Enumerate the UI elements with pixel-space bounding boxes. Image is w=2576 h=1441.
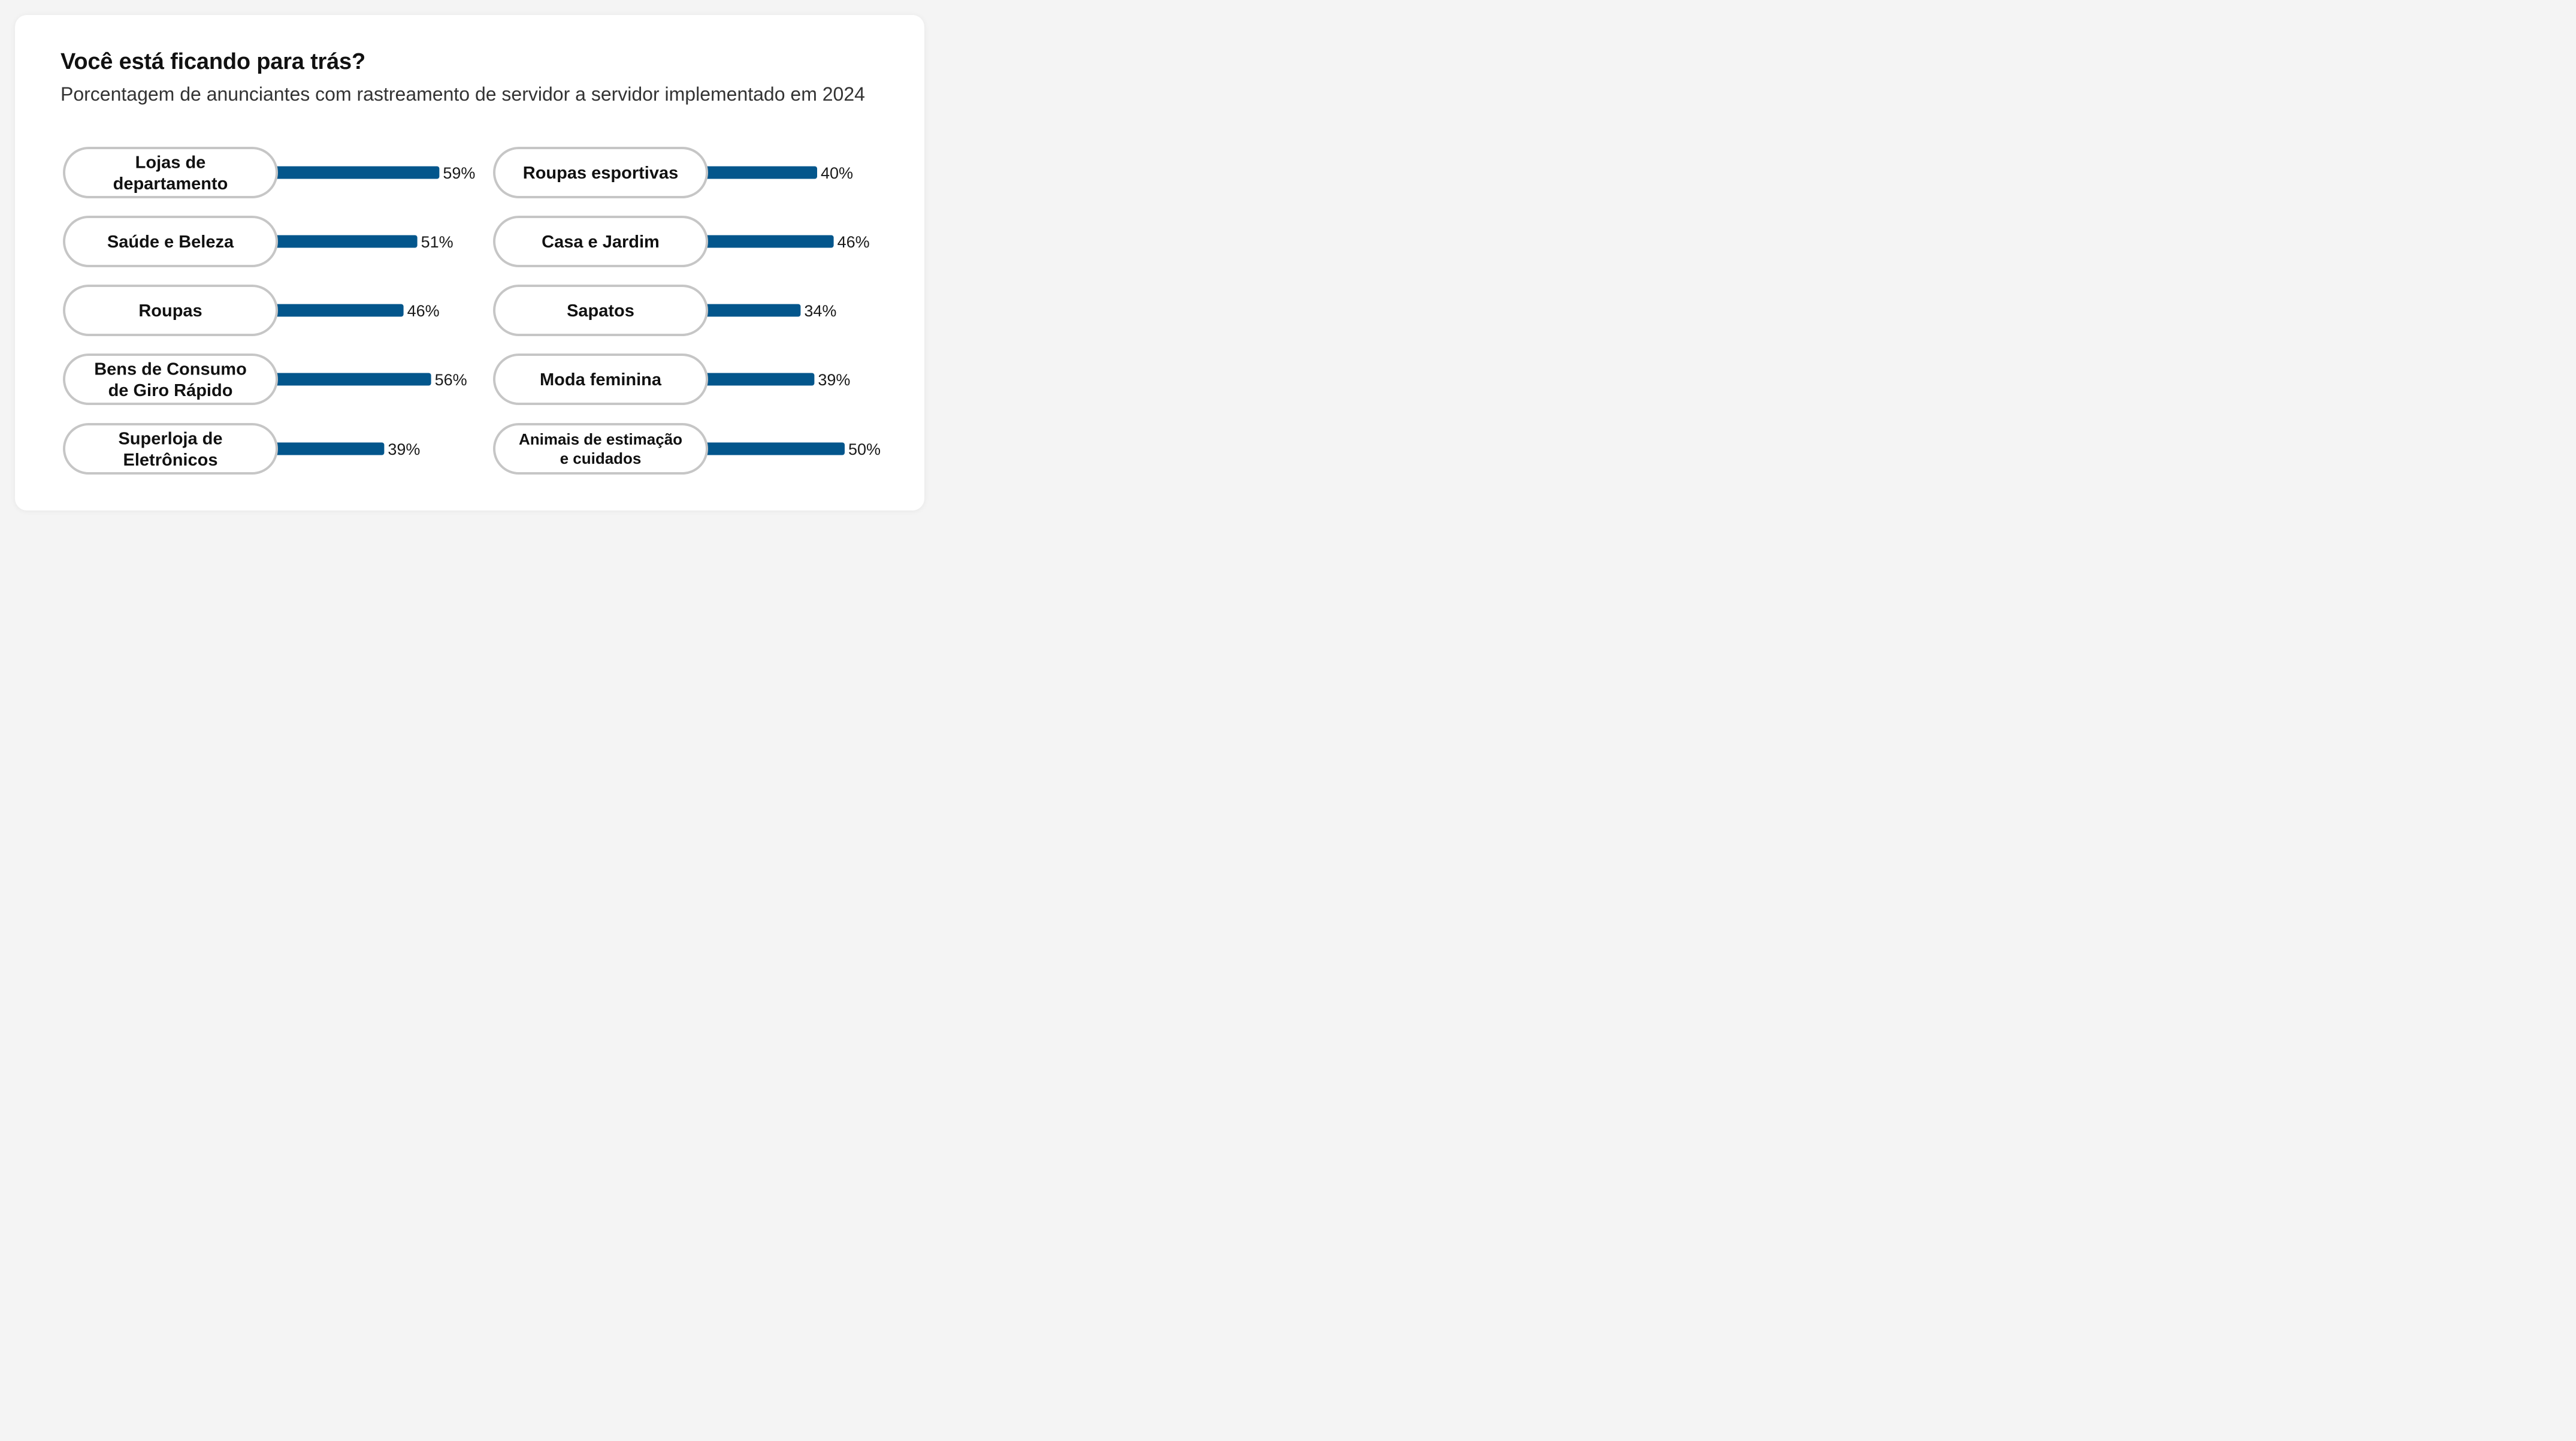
category-label-line: Moda feminina — [540, 370, 662, 389]
bar — [273, 442, 385, 455]
chart-subtitle: Porcentagem de anunciantes com rastreame… — [61, 83, 865, 105]
bar — [273, 373, 431, 386]
category-pill — [63, 285, 278, 336]
category-label: Lojas de departamento — [113, 153, 228, 193]
bar — [703, 373, 815, 386]
category-pill — [63, 216, 278, 267]
category-pill — [493, 423, 708, 475]
category-label-line: Roupas esportivas — [523, 164, 678, 183]
category-label-line: Bens de Consumo — [94, 360, 247, 379]
value-label: 46% — [837, 233, 870, 251]
value-label: 56% — [435, 371, 467, 389]
category-label: Animais de estimação e cuidados — [519, 430, 682, 467]
category-label-line: Saúde e Beleza — [107, 232, 234, 252]
bar — [273, 304, 404, 317]
category-label-line: Sapatos — [567, 301, 634, 321]
category-pill — [63, 354, 278, 405]
category-label: Bens de Consumo de Giro Rápido — [94, 360, 247, 400]
value-label: 39% — [818, 371, 850, 389]
category-label-line: Eletrônicos — [123, 451, 218, 470]
category-label-line: de Giro Rápido — [108, 381, 233, 400]
value-label: 59% — [443, 164, 475, 182]
category-pill — [493, 354, 708, 405]
category-label-line: Lojas de — [135, 153, 206, 172]
category-label: Casa e Jardim — [542, 232, 660, 252]
category-label-line: Casa e Jardim — [542, 232, 660, 252]
bar — [703, 166, 817, 179]
category-pill — [63, 423, 278, 475]
category-pill — [493, 147, 708, 198]
bar — [703, 235, 834, 248]
chart-title: Você está ficando para trás? — [61, 49, 365, 74]
value-label: 40% — [821, 164, 853, 182]
category-label: Roupas — [138, 301, 202, 321]
value-label: 50% — [848, 440, 881, 458]
category-label-line: departamento — [113, 174, 228, 194]
category-label: Saúde e Beleza — [107, 232, 234, 252]
category-pill — [493, 285, 708, 336]
category-label-line: Animais de estimação — [519, 430, 682, 448]
bar-chart: Lojas de departamento 59% Saúde e Beleza 51%… — [63, 147, 881, 475]
value-label: 39% — [388, 440, 420, 458]
value-label: 34% — [804, 302, 836, 320]
category-label-line: Roupas — [138, 301, 202, 321]
value-label: 46% — [407, 302, 440, 320]
bar — [703, 304, 801, 317]
category-label: Sapatos — [567, 301, 634, 321]
bar — [703, 442, 845, 455]
category-label: Moda feminina — [540, 370, 662, 389]
category-pill — [493, 216, 708, 267]
category-label: Roupas esportivas — [523, 164, 678, 183]
bar — [273, 166, 440, 179]
value-label: 51% — [421, 233, 453, 251]
category-pill — [63, 147, 278, 198]
bar — [273, 235, 418, 248]
category-label-line: Superloja de — [118, 429, 222, 448]
category-label-line: e cuidados — [560, 449, 642, 467]
category-label: Superloja de Eletrônicos — [118, 429, 222, 469]
